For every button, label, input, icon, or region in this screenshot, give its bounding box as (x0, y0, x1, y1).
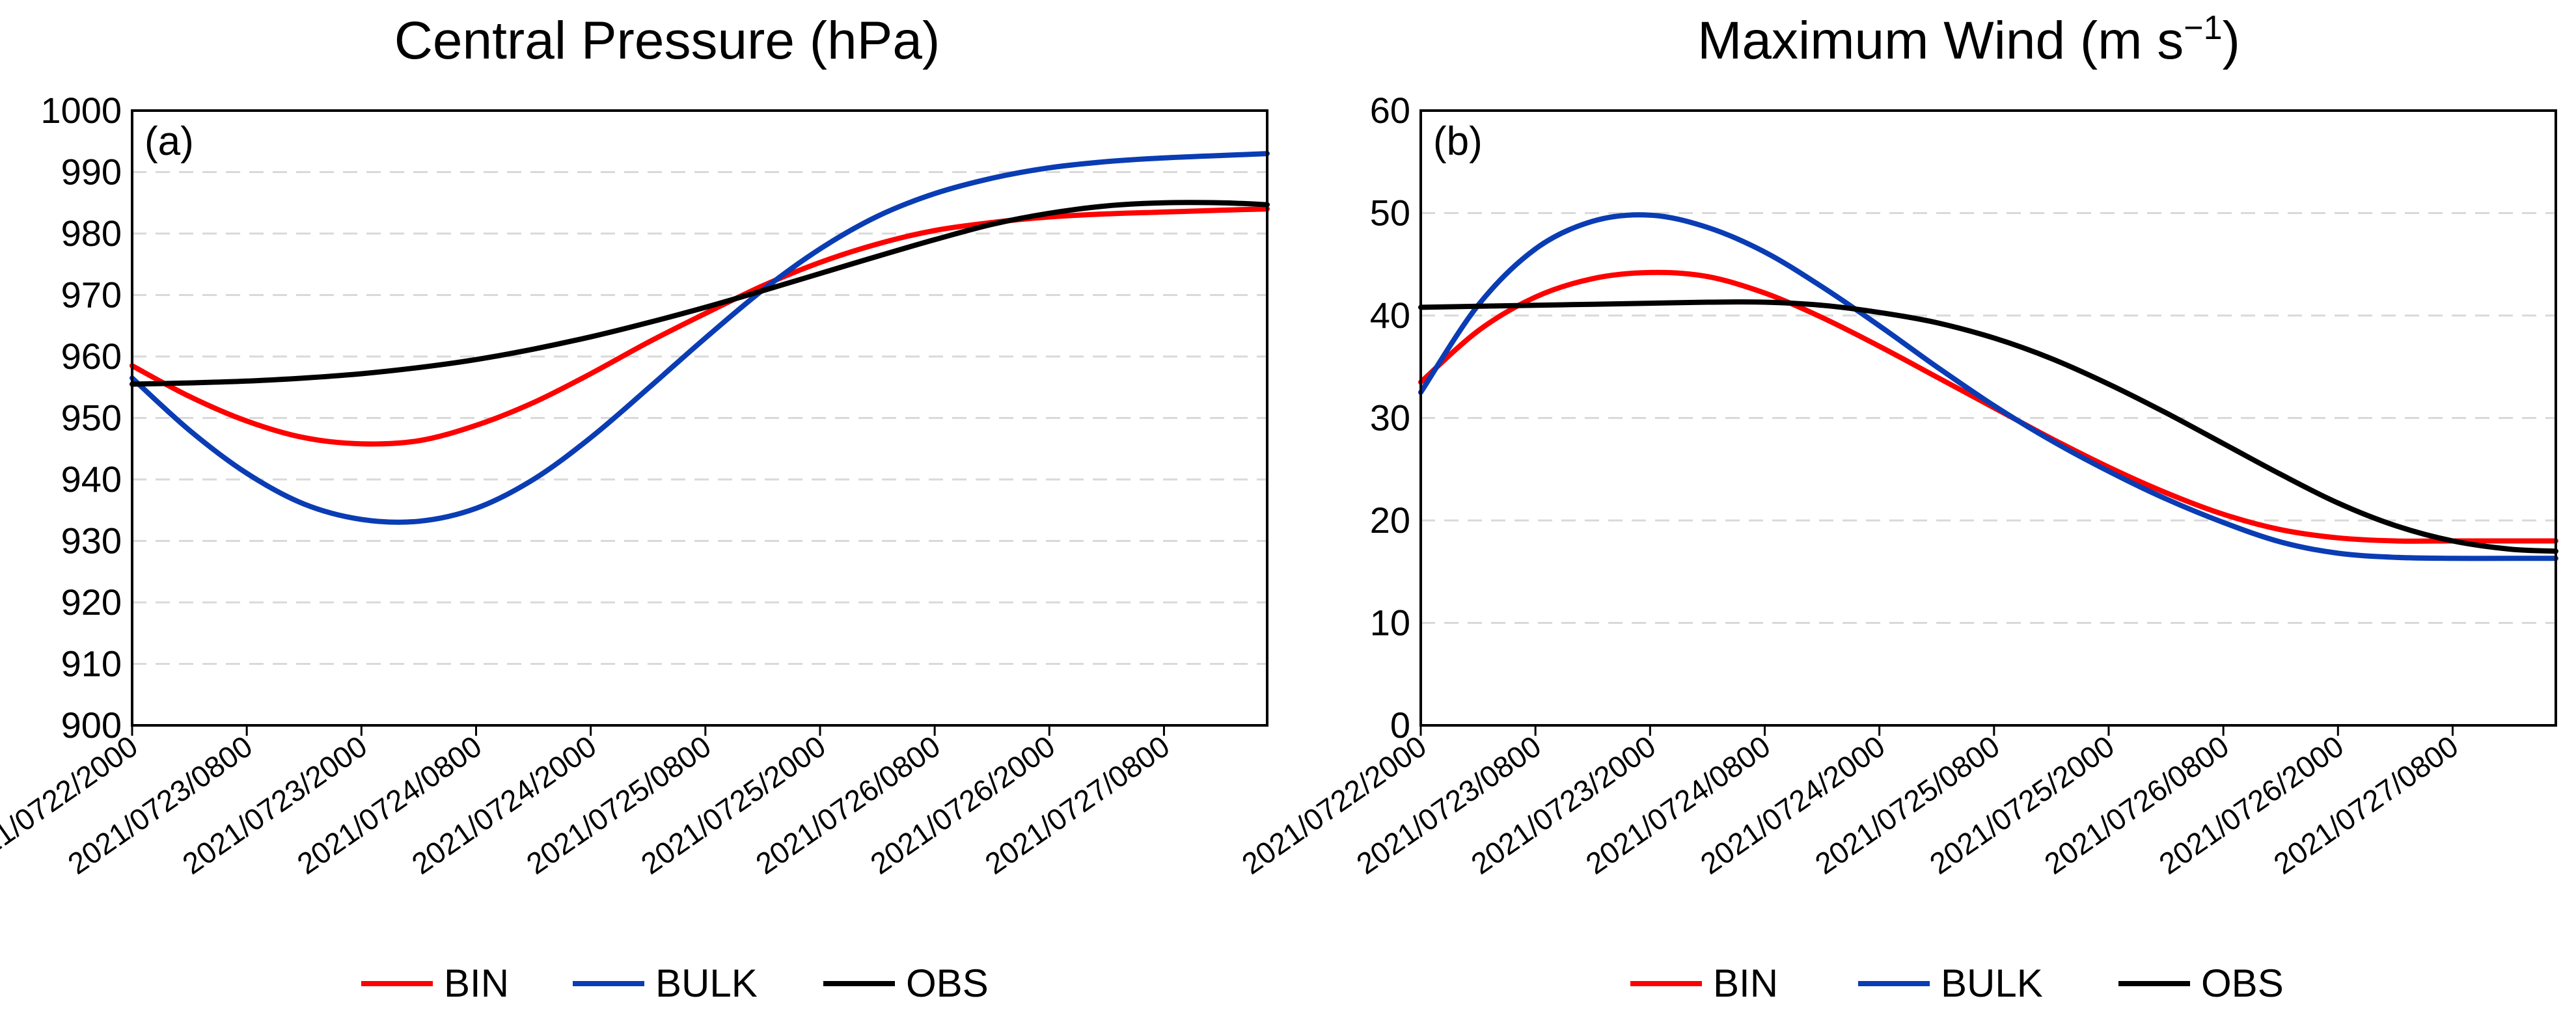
chart-title: Maximum Wind (m s−1) (1697, 9, 2240, 70)
chart-title: Central Pressure (hPa) (394, 11, 940, 70)
legend-label-bulk: BULK (655, 961, 758, 1005)
y-tick-label: 1000 (40, 90, 122, 131)
y-tick-label: 920 (61, 582, 122, 623)
legend-label-bin: BIN (444, 961, 509, 1005)
y-tick-label: 30 (1370, 397, 1410, 438)
panel-label: (a) (144, 119, 194, 164)
legend-label-obs: OBS (2201, 961, 2284, 1005)
legend-label-bulk: BULK (1941, 961, 2043, 1005)
y-tick-label: 980 (61, 213, 122, 254)
series-line-bin (130, 206, 1270, 447)
legend: BIN BULK OBS (1630, 961, 2284, 1005)
series-line-obs (130, 200, 1270, 387)
y-tick-label: 900 (61, 705, 122, 746)
series-group (1418, 212, 2558, 561)
plot-frame (1419, 109, 2557, 727)
plot-frame (131, 109, 1268, 727)
legend-label-obs: OBS (906, 961, 989, 1005)
y-tick-label: 0 (1390, 705, 1410, 746)
series-line-bulk (1418, 212, 2558, 561)
panel-label: (b) (1433, 119, 1483, 164)
series-line-obs (1418, 299, 2558, 554)
y-tick-label: 950 (61, 397, 122, 438)
y-tick-label: 990 (61, 152, 122, 193)
y-tick-label: 10 (1370, 602, 1410, 643)
y-tick-label: 940 (61, 459, 122, 500)
y-tick-label: 970 (61, 275, 122, 316)
y-tick-label: 40 (1370, 295, 1410, 336)
legend: BIN BULK OBS (361, 961, 989, 1005)
y-tick-label: 20 (1370, 500, 1410, 541)
y-tick-label: 930 (61, 520, 122, 561)
y-tick-label: 910 (61, 643, 122, 684)
y-tick-label: 50 (1370, 193, 1410, 234)
series-line-bulk (130, 151, 1270, 525)
y-tick-label: 960 (61, 336, 122, 377)
legend-label-bin: BIN (1713, 961, 1778, 1005)
gridlines (1421, 212, 2556, 624)
series-group (130, 151, 1270, 525)
gridlines (132, 171, 1267, 665)
y-tick-label: 60 (1370, 90, 1410, 131)
